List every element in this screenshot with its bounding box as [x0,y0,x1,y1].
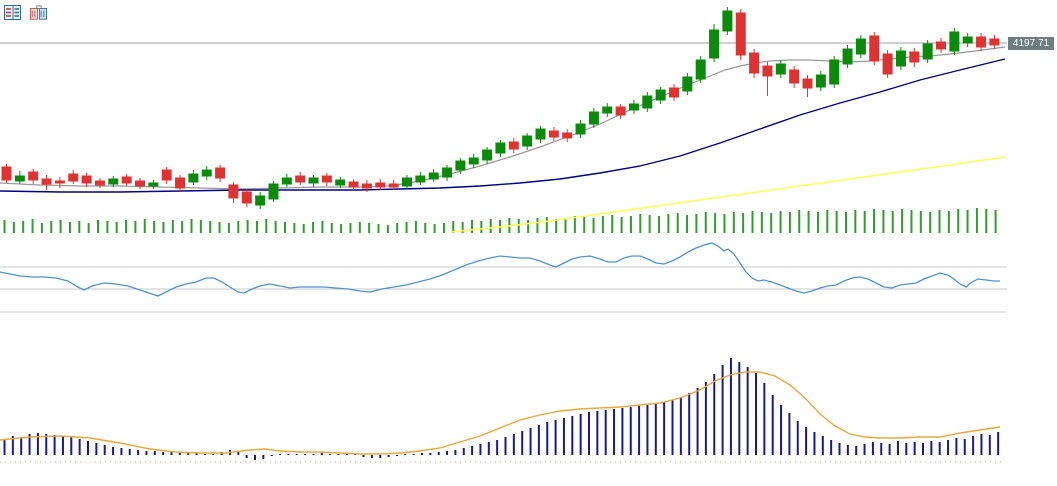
candle-body [628,103,639,111]
candle-body [161,169,172,181]
candle-body [976,36,987,48]
candle-body [962,36,973,44]
candle-body [402,177,412,187]
candle-body [575,123,586,135]
candle-body [321,175,332,183]
candle-body [829,59,840,85]
candle-body [108,178,119,185]
candle-body [588,111,599,125]
candle-body [215,167,226,179]
candle-body [201,169,212,177]
candle-body [562,132,573,139]
chart-view-icon[interactable] [30,5,47,20]
candle-body [989,38,1000,46]
candle-body [842,48,853,65]
candle-body [882,53,893,75]
candle-body [468,157,479,165]
candle-body [548,130,559,138]
candle-body [14,175,25,182]
candle-body [335,179,346,186]
candle-body [936,41,946,50]
candle-body [895,50,906,67]
candle-body [615,106,626,116]
candle-body [815,74,826,88]
candle-body [415,175,426,183]
candle-body [428,172,439,180]
candle-body [762,65,773,77]
candle-body [869,35,880,62]
candle-body [802,78,813,89]
candle-body [1,166,12,181]
candle-body [281,177,292,185]
candle-body [682,76,693,92]
candle-body [922,43,933,60]
candle-body [41,178,52,185]
candle-body [348,181,359,188]
candle-body [508,141,519,150]
candle-body [642,95,653,109]
candle-body [361,183,372,189]
last-price-tag: 4197.71 [1008,37,1054,50]
candle-body [375,182,386,188]
candle-body [722,10,733,32]
candle-body [775,63,786,75]
candle-body [228,184,239,199]
candle-body [855,38,866,55]
ma-longest-yellow [449,156,1006,233]
candle-body [148,182,159,187]
candle-body [669,87,679,98]
candle-body [308,177,319,184]
candle-body [482,149,493,161]
candle-body [749,52,760,74]
candle-body [388,183,399,188]
candle-body [81,175,92,184]
candle-body [535,128,546,140]
candle-body [28,171,39,181]
ma-short-gray [0,46,1006,190]
candle-body [255,195,266,206]
candle-body [442,167,453,178]
ma-long-navy [0,58,1006,193]
candle-body [241,191,252,204]
candle-body [135,180,145,187]
candle-body [121,176,132,184]
oscillator-line [0,242,1000,297]
candle-body [54,180,65,184]
candle-body [522,135,533,147]
candle-body [295,175,306,183]
candle-body [695,59,706,80]
candle-body [602,106,613,114]
candle-body [789,69,800,84]
candle-body [495,142,506,154]
candle-body [909,51,920,63]
candle-body [94,180,105,186]
candle-body [949,31,960,52]
quote-list-icon[interactable] [4,5,21,20]
candle-body [68,173,79,182]
candle-body [188,173,199,183]
candle-body [268,183,279,200]
candle-body [175,177,186,189]
toolbar [4,5,47,20]
candle-body [455,160,466,171]
candle-body [735,12,746,56]
candle-body [709,29,720,59]
macd-signal-line [0,371,1001,455]
candle-body [655,89,666,101]
